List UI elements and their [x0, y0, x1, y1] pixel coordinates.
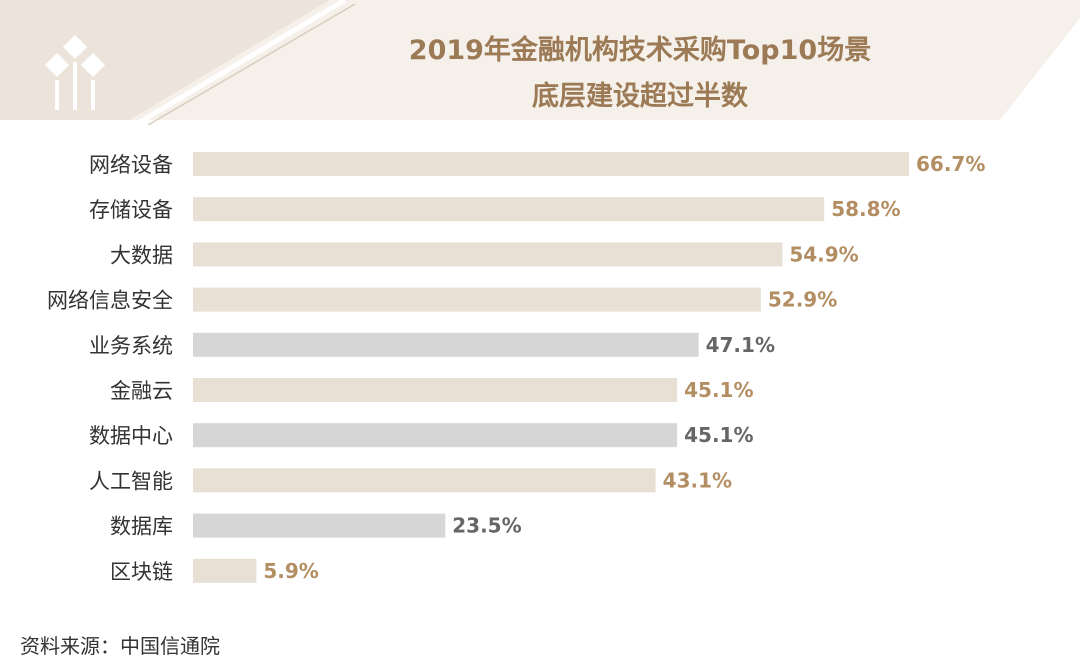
header-band-right: [130, 0, 1080, 120]
chart-title-line2: 底层建设超过半数: [532, 81, 748, 112]
header-stripe-accent: [147, 3, 356, 125]
value-label: 45.1%: [684, 378, 753, 402]
value-label: 52.9%: [768, 288, 837, 312]
value-label: 43.1%: [663, 468, 732, 492]
value-label: 23.5%: [452, 514, 521, 538]
bar: [193, 197, 825, 222]
chart-title-line1: 2019年金融机构技术采购Top10场景: [408, 35, 872, 66]
category-label: 金融云: [110, 379, 173, 403]
value-label: 47.1%: [706, 333, 775, 357]
header-stripe: [133, 0, 347, 125]
category-label: 人工智能: [89, 469, 173, 493]
header-band: [0, 0, 330, 120]
bar: [193, 242, 783, 267]
value-label: 54.9%: [789, 242, 858, 266]
bar: [193, 513, 446, 538]
category-label: 区块链: [110, 560, 173, 584]
header-background: [0, 0, 1080, 125]
value-label: 58.8%: [831, 197, 900, 221]
bar: [193, 423, 678, 448]
category-label: 数据中心: [89, 424, 173, 448]
value-label: 66.7%: [916, 152, 985, 176]
category-label: 存储设备: [89, 198, 173, 222]
bar: [193, 332, 699, 357]
category-label: 大数据: [110, 243, 173, 267]
bar: [193, 378, 678, 402]
bars-layer: 网络设备 66.7% 存储设备 58.8% 大数据 54.9% 网络信息安全 52.9% 业务系…: [47, 152, 985, 584]
bar: [193, 558, 257, 583]
bar: [193, 468, 656, 493]
value-label: 45.1%: [684, 423, 753, 447]
category-label: 数据库: [110, 515, 173, 539]
source-note: 资料来源：中国信通院: [20, 634, 220, 658]
value-label: 5.9%: [263, 559, 318, 583]
bar: [193, 287, 761, 312]
category-label: 业务系统: [89, 334, 173, 358]
bar: [193, 152, 909, 176]
category-label: 网络信息安全: [47, 289, 173, 313]
category-label: 网络设备: [89, 153, 173, 177]
bar-chart: 网络设备 66.7% 存储设备 58.8% 大数据 54.9% 网络信息安全 52.9% 业务系…: [47, 152, 985, 584]
logo-icon: [45, 35, 105, 110]
